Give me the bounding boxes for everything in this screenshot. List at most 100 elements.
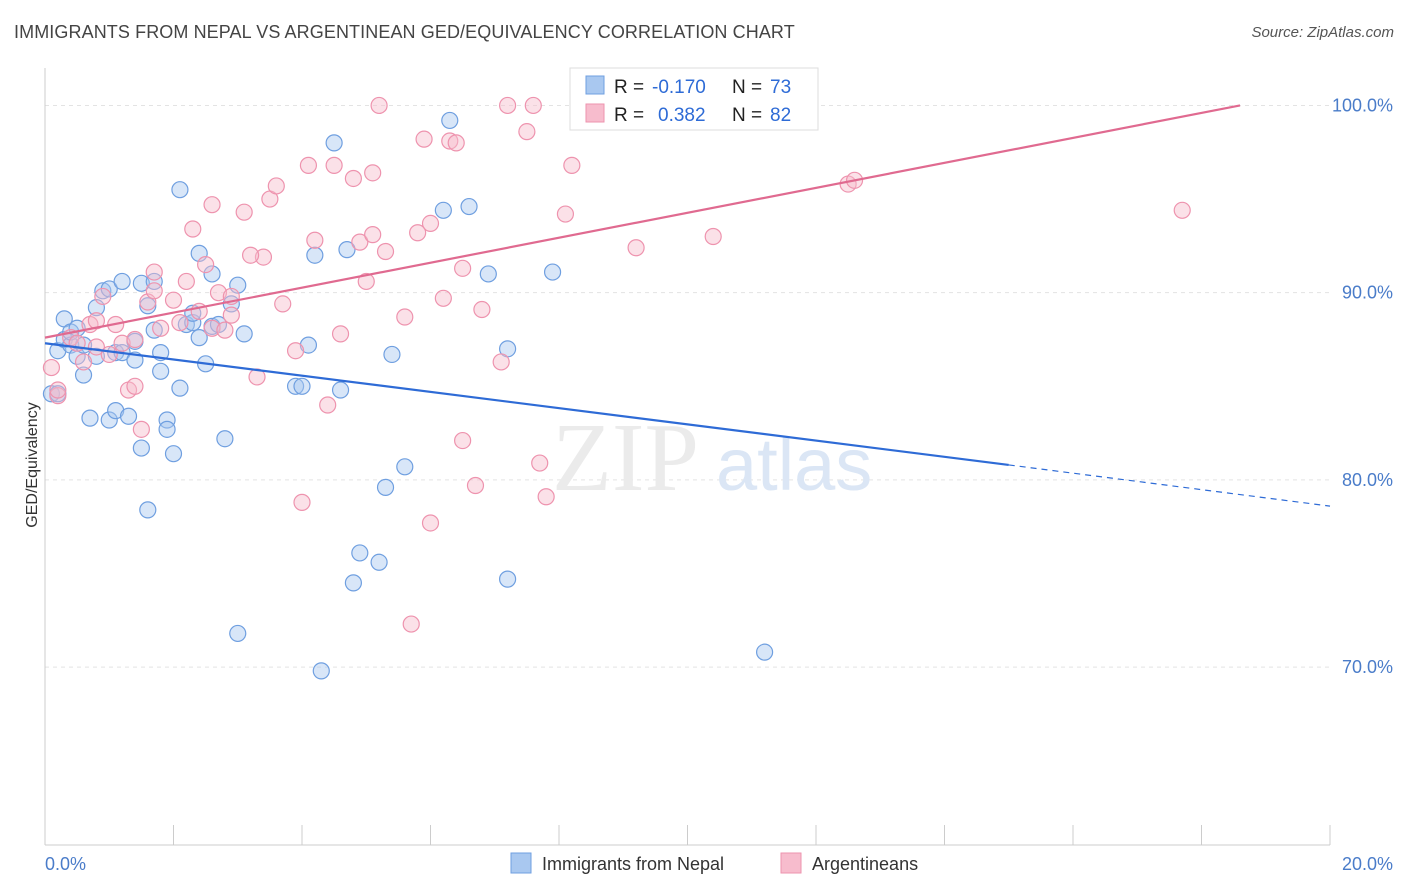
scatter-point xyxy=(364,226,382,244)
watermark-zip: ZIP xyxy=(552,404,699,512)
scatter-point xyxy=(100,411,118,429)
scatter-point xyxy=(556,205,575,223)
trend-lines xyxy=(44,104,1331,507)
scatter-point xyxy=(293,377,311,395)
x-tick-label: 20.0% xyxy=(1342,854,1393,874)
scatter-point xyxy=(293,493,311,511)
scatter-point xyxy=(383,345,401,364)
scatter-point xyxy=(152,362,170,380)
scatter-point xyxy=(94,282,112,300)
scatter-point xyxy=(184,220,202,238)
scatter-point xyxy=(49,381,67,399)
legend-n-value-arg: 82 xyxy=(770,105,791,126)
scatter-point xyxy=(306,231,324,249)
scatter-point xyxy=(216,430,234,448)
scatter-point xyxy=(434,201,452,219)
y-tick-label: 80.0% xyxy=(1342,470,1393,490)
scatter-point xyxy=(274,295,292,313)
scatter-point xyxy=(344,169,362,188)
y-tick-label: 70.0% xyxy=(1342,657,1393,677)
y-tick-label: 90.0% xyxy=(1342,283,1393,303)
scatter-point xyxy=(145,263,163,281)
watermark: ZIP atlas xyxy=(552,404,872,512)
scatter-point xyxy=(1173,201,1191,219)
tick-labels: 100.0% 90.0% 80.0% 70.0% 0.0% 20.0% xyxy=(45,95,1393,874)
scatter-point xyxy=(87,312,106,330)
scatter-point xyxy=(74,366,93,384)
scatter-point xyxy=(306,246,324,264)
scatter-point xyxy=(351,233,369,251)
axes xyxy=(44,68,1331,846)
scatter-point xyxy=(209,284,228,302)
scatter-point xyxy=(518,123,536,141)
scatter-point xyxy=(235,203,253,221)
scatter-point xyxy=(402,615,420,633)
series-argentineans xyxy=(42,96,1191,633)
stats-legend: R = -0.170 N = 73 R = 0.382 N = 82 xyxy=(569,67,819,131)
scatter-point xyxy=(499,96,517,115)
scatter-point xyxy=(119,407,138,425)
legend-r-value-nepal: -0.170 xyxy=(652,77,706,98)
scatter-point xyxy=(460,197,478,216)
scatter-point xyxy=(325,156,343,174)
scatter-point xyxy=(415,130,433,148)
scatter-point xyxy=(203,319,221,337)
scatter-point xyxy=(479,265,497,283)
scatter-point xyxy=(537,488,555,506)
scatter-point xyxy=(543,263,562,281)
scatter-point xyxy=(203,265,221,283)
scatter-point xyxy=(132,439,150,457)
trend-line-nepal-dashed xyxy=(1008,464,1331,507)
y-tick-label: 100.0% xyxy=(1332,95,1393,115)
scatter-point xyxy=(319,396,337,414)
scatter-point xyxy=(370,553,388,571)
scatter-point xyxy=(563,156,581,174)
scatter-point xyxy=(704,227,722,246)
scatter-point xyxy=(145,321,163,339)
scatter-point xyxy=(42,358,61,377)
scatter-point xyxy=(531,454,549,472)
scatter-point xyxy=(421,214,440,232)
scatter-point xyxy=(100,345,118,364)
scatter-point xyxy=(203,196,221,214)
scatter-point xyxy=(755,643,774,661)
scatter-point xyxy=(164,445,183,463)
scatter-point xyxy=(49,387,67,405)
scatter-point xyxy=(441,111,459,130)
scatter-point xyxy=(222,306,240,324)
scatter-point xyxy=(396,458,414,476)
scatter-point xyxy=(158,420,176,438)
scatter-point xyxy=(499,570,517,588)
scatter-point xyxy=(126,330,144,349)
x-tick-label: 0.0% xyxy=(45,854,86,874)
scatter-point xyxy=(364,164,382,182)
bottom-legend-swatch-arg xyxy=(780,852,802,874)
scatter-point xyxy=(454,259,472,277)
scatter-point xyxy=(331,325,350,343)
trend-line-nepal xyxy=(44,342,1009,467)
scatter-point xyxy=(627,239,645,257)
legend-swatch-arg xyxy=(585,103,605,123)
bottom-legend-label-nepal: Immigrants from Nepal xyxy=(542,854,724,874)
source-label: Source: ZipAtlas.com xyxy=(1251,24,1394,41)
scatter-point xyxy=(357,272,375,291)
scatter-point xyxy=(286,377,305,395)
scatter-point xyxy=(158,411,176,429)
scatter-point xyxy=(81,409,99,427)
scatter-point xyxy=(447,134,465,152)
scatter-point xyxy=(376,242,395,261)
scatter-point xyxy=(164,291,183,309)
scatter-point xyxy=(132,420,150,438)
trend-line-argentineans xyxy=(44,104,1241,339)
scatter-point xyxy=(152,319,170,337)
watermark-atlas: atlas xyxy=(716,423,872,506)
scatter-point xyxy=(235,325,253,343)
scatter-point xyxy=(171,314,189,332)
scatter-point xyxy=(242,246,260,264)
scatter-point xyxy=(94,287,112,306)
scatter-point xyxy=(126,377,144,395)
scatter-point xyxy=(171,379,189,397)
scatter-point xyxy=(229,624,247,643)
scatter-point xyxy=(409,224,427,242)
scatter-point xyxy=(351,544,369,562)
